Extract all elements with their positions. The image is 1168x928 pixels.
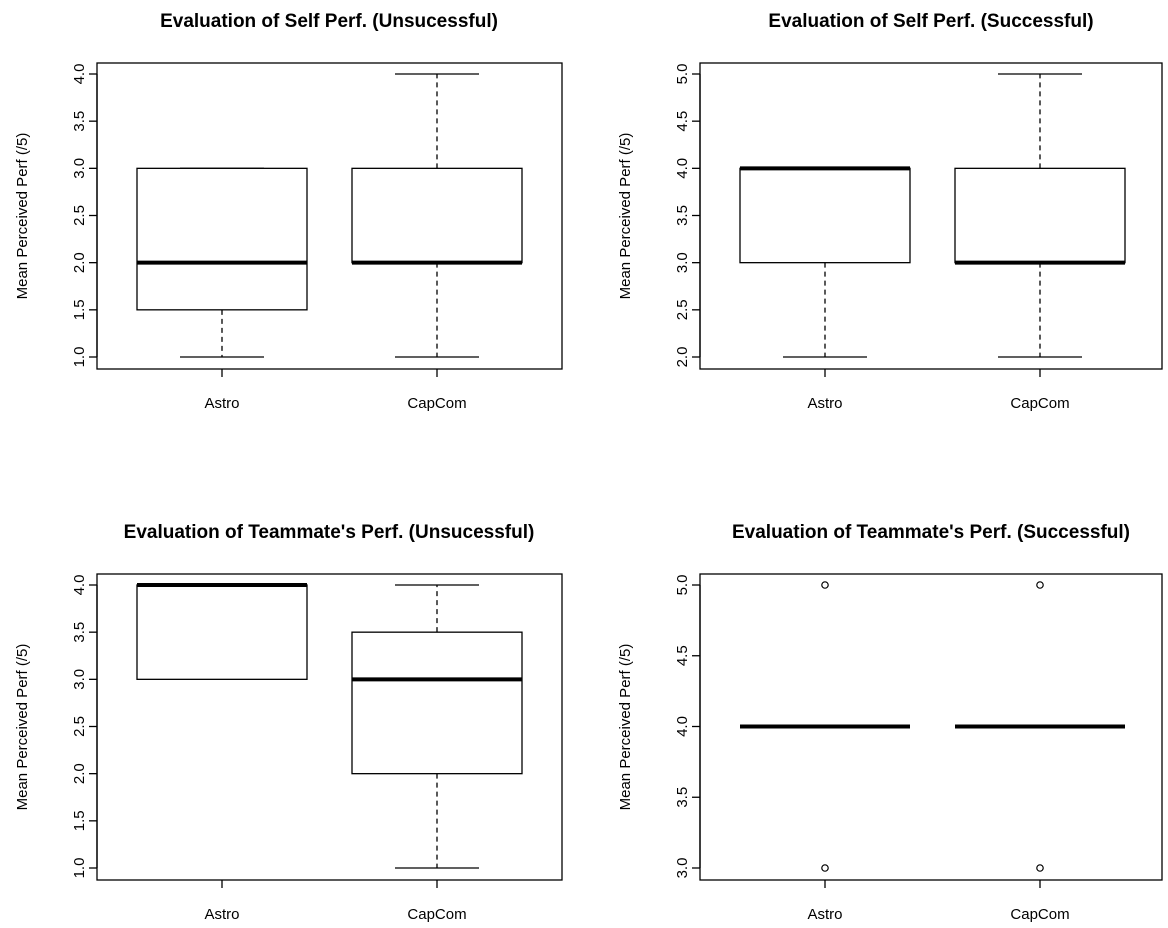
- panel-teammate-unsuccessful: Evaluation of Teammate's Perf. (Unsucess…: [14, 522, 563, 923]
- panel-title: Evaluation of Teammate's Perf. (Unsucess…: [124, 522, 535, 543]
- box-astro: [136, 167, 308, 358]
- y-tick-label: 4.5: [674, 645, 691, 666]
- y-tick-label: 2.5: [674, 299, 691, 320]
- box-capcom: [955, 581, 1125, 872]
- y-tick-label: 2.0: [71, 252, 88, 273]
- y-tick-label: 2.5: [71, 716, 88, 737]
- iqr-box: [136, 167, 308, 311]
- y-tick-label: 2.5: [71, 205, 88, 226]
- panel-title: Evaluation of Self Perf. (Successful): [768, 11, 1093, 32]
- plot-area: 1.0 1.5 2.0 2.5 3.0 3.5 4.0 Astro CapCom: [71, 573, 563, 923]
- outlier-point: [1036, 581, 1044, 589]
- box-capcom: [351, 73, 523, 358]
- x-tick-label: Astro: [807, 906, 842, 923]
- y-tick-label: 1.5: [71, 810, 88, 831]
- outlier-point: [821, 864, 829, 872]
- plot-area: 2.0 2.5 3.0 3.5 4.0 4.5 5.0 Astro CapCom: [674, 62, 1163, 412]
- y-tick-label: 4.0: [71, 575, 88, 596]
- y-tick-label: 5.0: [674, 64, 691, 85]
- iqr-box: [739, 167, 911, 264]
- y-tick-label: 3.0: [71, 669, 88, 690]
- y-tick-label: 3.5: [71, 111, 88, 132]
- y-axis-label: Mean Perceived Perf (/5): [617, 644, 634, 811]
- panel-title: Evaluation of Self Perf. (Unsucessful): [160, 11, 498, 32]
- y-tick-label: 4.0: [674, 716, 691, 737]
- x-tick-label: CapCom: [1010, 906, 1069, 923]
- x-tick-label: CapCom: [407, 395, 466, 412]
- plot-area: 1.0 1.5 2.0 2.5 3.0 3.5 4.0 Astro CapCom: [71, 62, 563, 412]
- y-tick-label: 4.0: [71, 64, 88, 85]
- y-tick-label: 1.0: [71, 347, 88, 368]
- box-astro: [739, 166, 911, 358]
- y-tick-label: 5.0: [674, 575, 691, 596]
- iqr-box: [136, 584, 308, 680]
- box-capcom: [351, 584, 523, 869]
- panel-teammate-successful: Evaluation of Teammate's Perf. (Successf…: [617, 522, 1163, 923]
- y-axis-label: Mean Perceived Perf (/5): [617, 133, 634, 300]
- y-tick-label: 1.5: [71, 299, 88, 320]
- y-tick-label: 3.0: [674, 858, 691, 879]
- panel-title: Evaluation of Teammate's Perf. (Successf…: [732, 522, 1130, 543]
- x-tick-label: Astro: [204, 395, 239, 412]
- y-tick-label: 2.0: [674, 347, 691, 368]
- outlier-point: [821, 581, 829, 589]
- y-tick-label: 1.0: [71, 858, 88, 879]
- y-tick-label: 3.5: [71, 622, 88, 643]
- panel-self-successful: Evaluation of Self Perf. (Successful) Me…: [617, 11, 1163, 412]
- box-astro: [740, 581, 910, 872]
- iqr-box: [351, 167, 523, 264]
- box-astro: [136, 583, 308, 680]
- y-tick-label: 3.5: [674, 205, 691, 226]
- x-tick-label: CapCom: [1010, 395, 1069, 412]
- y-axis-label: Mean Perceived Perf (/5): [14, 133, 31, 300]
- x-tick-label: Astro: [204, 906, 239, 923]
- x-tick-label: Astro: [807, 395, 842, 412]
- y-tick-label: 3.0: [71, 158, 88, 179]
- y-tick-label: 3.5: [674, 787, 691, 808]
- iqr-box: [351, 631, 523, 775]
- x-tick-label: CapCom: [407, 906, 466, 923]
- y-tick-label: 4.0: [674, 158, 691, 179]
- y-tick-label: 3.0: [674, 252, 691, 273]
- y-axis-label: Mean Perceived Perf (/5): [14, 644, 31, 811]
- panel-self-unsuccessful: Evaluation of Self Perf. (Unsucessful) M…: [14, 11, 563, 412]
- outlier-point: [1036, 864, 1044, 872]
- y-tick-label: 4.5: [674, 111, 691, 132]
- y-tick-label: 2.0: [71, 763, 88, 784]
- box-capcom: [954, 73, 1126, 358]
- iqr-box: [954, 167, 1126, 264]
- plot-area: 3.0 3.5 4.0 4.5 5.0 Astro CapCom: [674, 573, 1163, 923]
